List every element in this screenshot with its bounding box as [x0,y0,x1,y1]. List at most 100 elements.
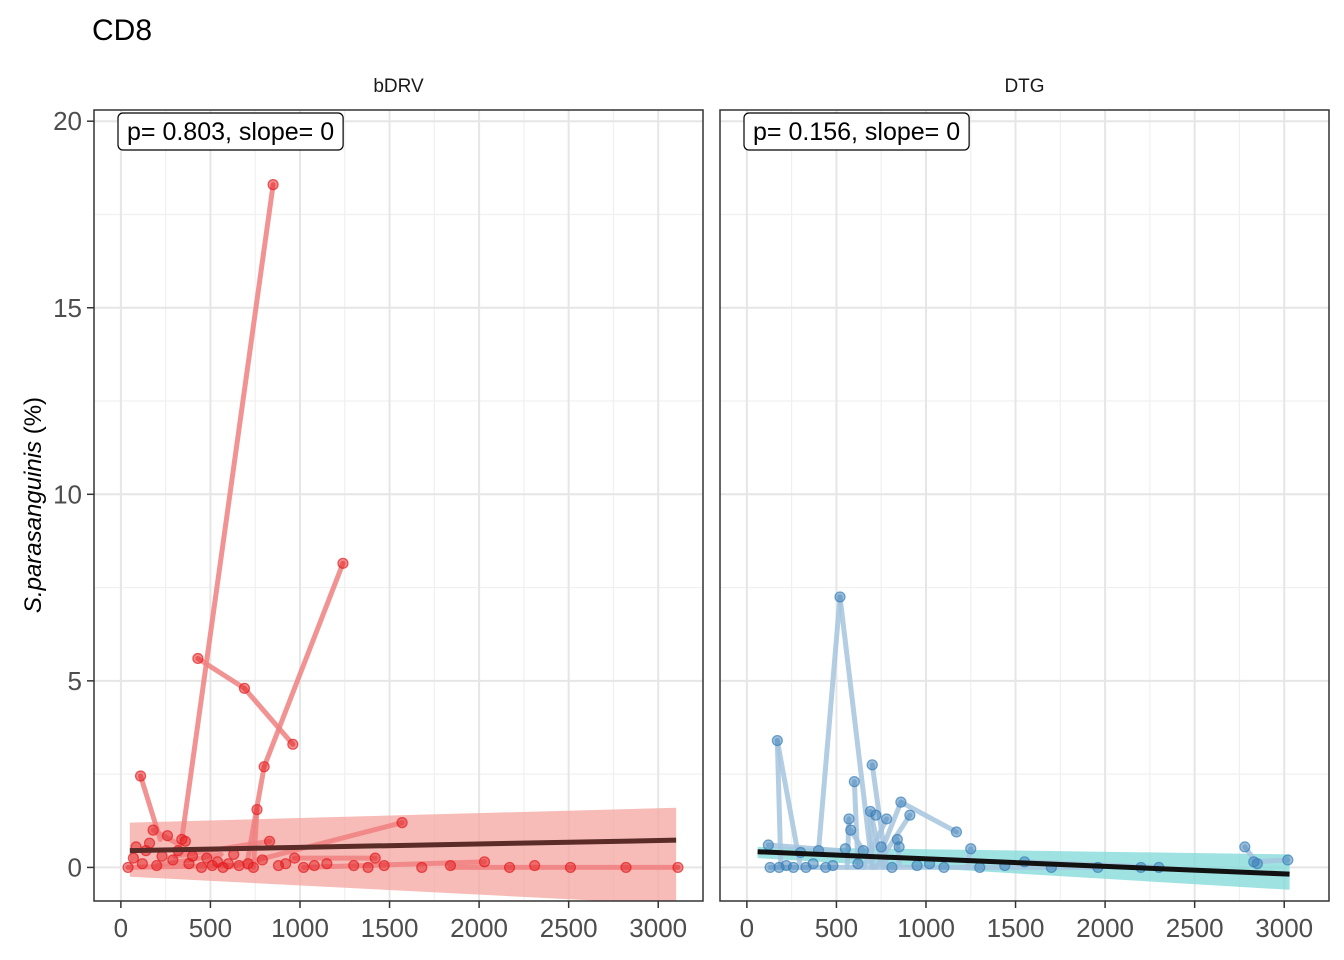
data-point [834,591,846,603]
panel-border [719,109,1330,902]
data-point [161,830,174,842]
data-point [672,861,684,874]
data-point [287,738,299,750]
subject-trajectory-line [774,738,804,870]
data-point [195,861,208,874]
x-tick-label: 0 [114,913,128,943]
data-point [134,770,147,782]
facet-strip-label: DTG [1004,76,1044,97]
data-point [875,841,887,853]
stat-annotation: p= 0.803, slope= 0 [117,112,344,151]
x-tick-label: 0 [740,913,754,943]
regression-trend-line [129,837,677,854]
x-tick-label: 1000 [897,913,955,943]
data-point [866,759,878,771]
data-point [337,557,349,569]
data-point [256,854,268,866]
data-point [147,824,159,836]
subject-trajectory-line [774,738,784,870]
grid-lines [94,110,703,901]
y-tick-label: 20 [53,106,82,136]
data-point [348,859,360,872]
y-axis-label-unit: (%) [20,397,47,441]
data-point [179,835,191,847]
y-axis-label-species: S.parasanguinis [20,441,47,613]
x-tick-label: 3000 [1255,913,1313,943]
x-tick-label: 2000 [1076,913,1134,943]
y-tick-label: 5 [68,666,82,696]
data-point [251,803,263,816]
data-point [297,861,310,874]
data-point [238,682,251,694]
data-point [444,859,457,872]
data-point [886,861,898,874]
grid-lines [720,110,1329,901]
data-point [222,858,234,870]
x-tick-label: 1500 [361,913,419,943]
data-point [845,824,857,836]
x-tick-label: 3000 [629,913,687,943]
plot-area [757,591,1294,890]
data-point [620,861,632,874]
data-point [186,850,199,862]
stat-annotation-text: p= 0.803, slope= 0 [127,118,334,146]
data-point [807,858,819,870]
data-point [893,841,905,853]
plot-area [122,179,684,901]
data-point [848,776,860,788]
data-point [950,826,963,838]
data-point [378,859,390,872]
data-point [503,861,516,874]
data-point [156,850,168,862]
data-point [289,852,301,864]
subject-trajectory-line [195,655,247,691]
data-point [762,839,774,851]
data-point [827,859,839,872]
subject-trajectory-line [816,594,843,854]
stat-annotation-text: p= 0.156, slope= 0 [753,118,960,146]
data-point [911,859,923,872]
facet-strip-label: bDRV [373,76,424,97]
data-point [870,809,882,821]
panel-bdrv: bDRV 0 500 1000 1500 2000 2500 3000 0 5 10 15 20 p= 0… [53,76,704,943]
y-tick-label: 10 [53,479,82,509]
data-point [247,861,260,874]
subject-trajectory-line [261,560,346,770]
y-axis-label: S.parasanguinis (%) [20,397,47,613]
data-point [267,179,279,191]
data-point [122,861,134,874]
data-point [151,859,163,872]
data-point [904,809,916,821]
facet-panels: bDRV 0 500 1000 1500 2000 2500 3000 0 5 10 15 20 p= 0… [53,76,1330,943]
confidence-ribbon [129,807,677,901]
data-point [127,852,140,864]
subject-trajectory-line [250,807,260,870]
x-tick-label: 500 [815,913,858,943]
data-point [843,813,855,825]
data-point [143,837,156,849]
data-point [167,854,179,866]
panel-dtg: DTG 0 500 1000 1500 2000 2500 3000 p= 0.156, slo… [719,76,1330,943]
data-point [974,861,986,874]
data-point [787,861,800,874]
data-point [192,652,204,665]
data-point [308,859,320,872]
data-point [280,858,292,870]
subject-trajectory-line [837,594,875,870]
data-point [136,858,148,870]
data-point [1251,858,1263,870]
data-point [771,734,783,747]
data-point [880,813,893,825]
subject-trajectory-line [898,799,959,835]
data-point [529,859,541,872]
x-tick-label: 1000 [271,913,329,943]
chart-title: CD8 [92,14,152,47]
data-point [478,856,491,868]
data-point [1282,854,1294,866]
subject-trajectory-line [860,816,890,870]
y-tick-label: 0 [68,852,82,882]
data-point [201,852,213,864]
data-point [895,796,907,808]
stat-annotation-box [743,112,970,151]
